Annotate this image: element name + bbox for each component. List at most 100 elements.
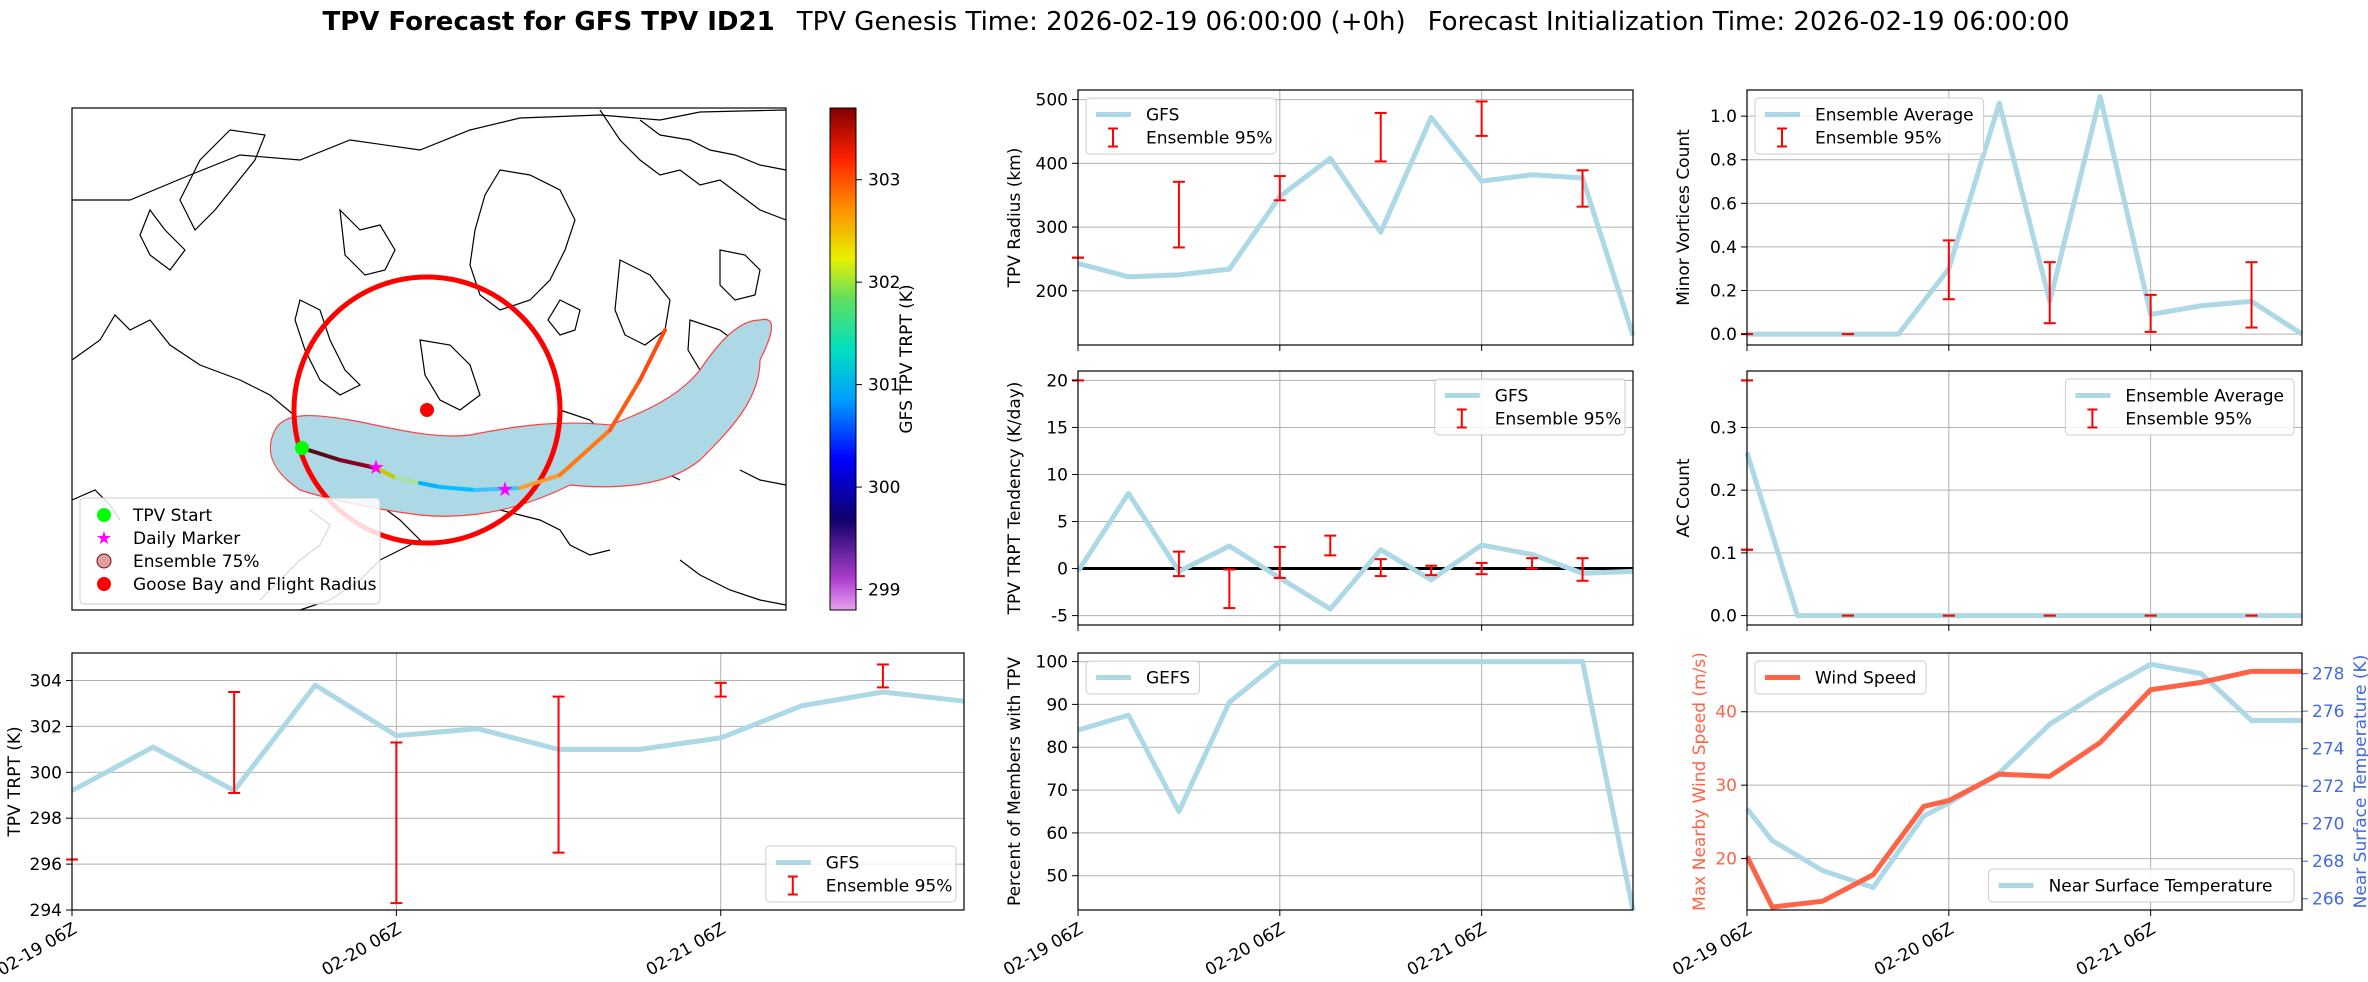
legend-frame xyxy=(2064,378,2295,436)
y-tick-label: 0.8 xyxy=(1710,151,1737,171)
panel-ac: 0.0 0.1 0.2 0.3 AC Count Ensemble Average Ense… xyxy=(1674,370,2303,631)
panel-tendency: -5 0 5 10 15 20 TPV TRPT Tendency (K/day) GFS En… xyxy=(1005,370,1634,631)
x-tick-label: 02-19 06Z xyxy=(0,919,81,980)
legend-label: Ensemble 95% xyxy=(1146,129,1273,149)
y-tick-label: 0.1 xyxy=(1710,544,1737,564)
colorbar-label: GFS TPV TRPT (K) xyxy=(897,284,917,433)
panel-wind: 266 268 270 272 274 276 278 Near Surface Temper… xyxy=(1669,652,2368,980)
y-tick-label: 400 xyxy=(1036,154,1068,174)
y2-tick-label: 278 xyxy=(2312,665,2344,685)
axes-frame xyxy=(1746,370,2303,626)
y-tick-label: 5 xyxy=(1057,513,1068,533)
y-tick-label: 50 xyxy=(1046,867,1068,887)
y-tick-label: 100 xyxy=(1036,653,1068,673)
legend-frame xyxy=(1085,660,1200,695)
axes-frame xyxy=(1077,89,1634,346)
axes-frame xyxy=(1746,652,2303,911)
x-tick-label: 02-20 06Z xyxy=(1202,919,1288,980)
y-tick-label: 298 xyxy=(30,809,62,829)
panel-radius: 200 300 400 500 TPV Radius (km) GFS Ensemble 9… xyxy=(1005,89,1636,351)
x-tick-label: 02-21 06Z xyxy=(2073,919,2159,980)
series-line xyxy=(1744,451,2302,619)
legend-ensemble-label: Ensemble 75% xyxy=(133,552,260,572)
y-tick-label: 0.0 xyxy=(1710,607,1737,627)
legend-goose-label: Goose Bay and Flight Radius xyxy=(133,575,377,595)
colorbar-gradient xyxy=(829,107,857,611)
panel-minor: 0.0 0.2 0.4 0.6 0.8 1.0 Minor Vortices Count En… xyxy=(1674,89,2304,351)
ensemble-75-area xyxy=(269,318,773,517)
series-line xyxy=(1077,114,1636,337)
legend-frame xyxy=(1988,868,2295,903)
x-tick-label: 02-21 06Z xyxy=(643,919,729,980)
y-axis-label: Max Nearby Wind Speed (m/s) xyxy=(1690,652,1710,911)
y-tick-label: 1.0 xyxy=(1710,107,1737,127)
map-legend: TPV Start ★ Daily Marker Ensemble 75% Go… xyxy=(79,497,381,605)
legend-label: Ensemble 95% xyxy=(826,877,953,897)
y2-tick-label: 268 xyxy=(2312,852,2344,872)
y-tick-label: 294 xyxy=(30,901,62,921)
legend-ensemble-icon xyxy=(96,553,112,569)
y2-tick-label: 266 xyxy=(2312,890,2344,910)
flight-radius-circle xyxy=(291,274,563,546)
tpv-start-marker xyxy=(295,441,309,455)
y-axis-label: Minor Vortices Count xyxy=(1674,129,1694,306)
axes-frame xyxy=(1077,370,1634,626)
x-tick-label: 02-21 06Z xyxy=(1404,919,1490,980)
legend-frame xyxy=(1434,378,1626,436)
y-tick-label: 0.3 xyxy=(1710,418,1737,438)
y-tick-label: 15 xyxy=(1046,418,1068,438)
y-tick-label: 200 xyxy=(1036,282,1068,302)
legend-label: Ensemble Average xyxy=(2125,387,2284,407)
series-line xyxy=(1077,659,1636,911)
legend-goose-icon xyxy=(97,577,111,591)
y-tick-label: 304 xyxy=(30,672,62,692)
y-axis-label: TPV TRPT (K) xyxy=(5,726,25,837)
title-bold: TPV Forecast for GFS TPV ID21 xyxy=(322,7,774,37)
colorbar-tick-label: 301 xyxy=(868,376,900,396)
legend-label: Ensemble 95% xyxy=(2125,410,2252,430)
legend-label: Ensemble 95% xyxy=(1495,410,1622,430)
legend-frame xyxy=(1754,660,1927,695)
x-tick-label: 02-20 06Z xyxy=(319,919,405,980)
goose-bay-marker xyxy=(420,403,434,417)
daily-marker-1: ★ xyxy=(367,455,385,479)
axes-frame xyxy=(71,652,965,911)
y-tick-label: 90 xyxy=(1046,695,1068,715)
wind-speed-line xyxy=(1744,668,2302,910)
colorbar-tick-label: 303 xyxy=(868,171,900,191)
legend-frame xyxy=(1754,97,1985,155)
y-axis-label: TPV Radius (km) xyxy=(1005,148,1025,289)
y-tick-label: 0.6 xyxy=(1710,194,1737,214)
legend-label: GFS xyxy=(1146,106,1179,126)
y-tick-label: 30 xyxy=(1715,776,1737,796)
axes-frame xyxy=(1077,652,1634,911)
y-axis-label: AC Count xyxy=(1674,458,1694,537)
y-tick-label: 10 xyxy=(1046,465,1068,485)
legend-start-label: TPV Start xyxy=(132,506,213,526)
y-tick-label: 300 xyxy=(30,763,62,783)
colorbar-tick-label: 302 xyxy=(868,273,900,293)
y2-axis-label: Near Surface Temperature (K) xyxy=(2351,655,2368,909)
x-tick-label: 02-19 06Z xyxy=(1669,919,1755,980)
y-tick-label: 60 xyxy=(1046,824,1068,844)
x-tick-label: 02-20 06Z xyxy=(1871,919,1957,980)
colorbar-tick-label: 300 xyxy=(868,478,900,498)
legend-start-icon xyxy=(97,508,111,522)
x-tick-label: 02-19 06Z xyxy=(1000,919,1086,980)
legend-daily-icon: ★ xyxy=(96,528,112,549)
legend-frame xyxy=(1085,97,1277,155)
legend-label: GFS xyxy=(1495,387,1528,407)
title-init: Forecast Initialization Time: 2026-02-19… xyxy=(1428,7,2070,37)
legend-label: Ensemble Average xyxy=(1815,106,1974,126)
title-genesis: TPV Genesis Time: 2026-02-19 06:00:00 (+… xyxy=(796,7,1406,37)
y-tick-label: 0 xyxy=(1057,560,1068,580)
y-tick-label: 0.2 xyxy=(1710,282,1737,302)
figure-title: TPV Forecast for GFS TPV ID21 TPV Genesis… xyxy=(322,7,2069,37)
y-tick-label: 70 xyxy=(1046,781,1068,801)
y-tick-label: -5 xyxy=(1051,607,1068,627)
legend-frame xyxy=(765,845,957,903)
y-tick-label: 0.0 xyxy=(1710,325,1737,345)
legend-label: Ensemble 95% xyxy=(1815,129,1942,149)
legend-label: GFS xyxy=(826,854,859,874)
